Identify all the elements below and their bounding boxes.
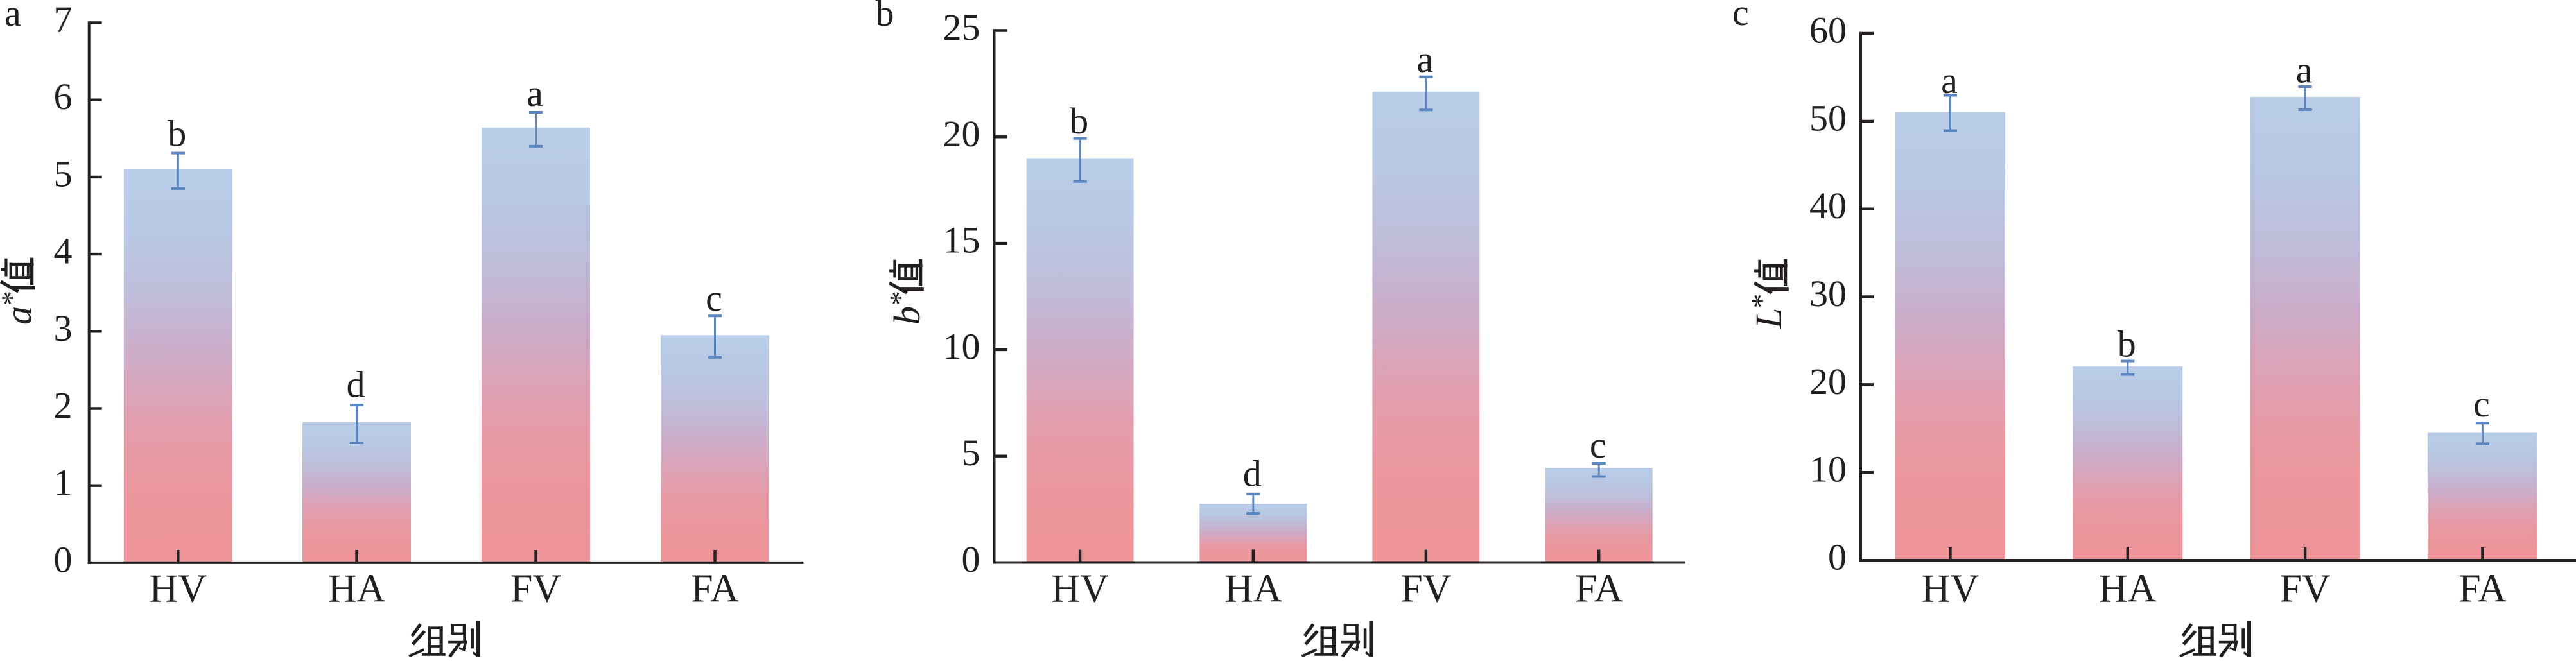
svg-text:5: 5 bbox=[962, 432, 980, 474]
svg-text:a: a bbox=[527, 73, 543, 114]
svg-text:a: a bbox=[1941, 60, 1958, 101]
svg-text:HA: HA bbox=[2099, 567, 2157, 611]
svg-text:HA: HA bbox=[328, 567, 386, 611]
svg-text:6: 6 bbox=[54, 76, 73, 117]
svg-text:0: 0 bbox=[1828, 537, 1847, 578]
svg-text:1: 1 bbox=[54, 461, 73, 503]
svg-text:b: b bbox=[876, 0, 894, 34]
svg-text:FA: FA bbox=[2459, 567, 2507, 611]
svg-text:50: 50 bbox=[1809, 97, 1847, 139]
svg-text:d: d bbox=[347, 364, 365, 406]
svg-text:15: 15 bbox=[943, 219, 980, 261]
svg-text:7: 7 bbox=[54, 0, 73, 40]
svg-text:25: 25 bbox=[943, 6, 980, 48]
svg-text:a: a bbox=[0, 306, 40, 325]
svg-text:b: b bbox=[1070, 100, 1088, 142]
svg-text:2: 2 bbox=[54, 384, 73, 426]
svg-text:30: 30 bbox=[1809, 273, 1847, 314]
svg-text:20: 20 bbox=[943, 113, 980, 155]
svg-text:b: b bbox=[2118, 323, 2136, 365]
svg-text:a: a bbox=[2296, 49, 2313, 91]
svg-text:HV: HV bbox=[1051, 567, 1109, 611]
svg-text:d: d bbox=[1243, 453, 1262, 495]
svg-text:5: 5 bbox=[54, 153, 73, 194]
svg-text:40: 40 bbox=[1809, 185, 1847, 227]
svg-text:60: 60 bbox=[1809, 10, 1847, 51]
svg-text:*: * bbox=[0, 291, 28, 305]
svg-text:b: b bbox=[168, 112, 186, 154]
svg-text:4: 4 bbox=[54, 230, 73, 272]
svg-text:10: 10 bbox=[943, 325, 980, 367]
svg-text:0: 0 bbox=[54, 538, 73, 580]
svg-text:FA: FA bbox=[691, 567, 739, 611]
svg-text:HA: HA bbox=[1224, 567, 1282, 611]
svg-text:c: c bbox=[1590, 424, 1606, 466]
svg-text:0: 0 bbox=[962, 538, 980, 580]
svg-text:20: 20 bbox=[1809, 361, 1847, 402]
svg-text:b: b bbox=[886, 306, 928, 325]
svg-text:a: a bbox=[1417, 39, 1434, 80]
svg-text:3: 3 bbox=[54, 307, 73, 349]
svg-text:FA: FA bbox=[1575, 567, 1623, 611]
svg-text:FV: FV bbox=[2279, 567, 2330, 611]
svg-text:a: a bbox=[4, 0, 21, 34]
svg-text:FV: FV bbox=[510, 567, 561, 611]
svg-text:L: L bbox=[1748, 308, 1789, 329]
svg-text:c: c bbox=[1732, 0, 1749, 33]
svg-text:FV: FV bbox=[1400, 567, 1451, 611]
svg-text:*: * bbox=[883, 291, 916, 305]
svg-text:HV: HV bbox=[150, 567, 207, 611]
svg-text:10: 10 bbox=[1809, 449, 1847, 490]
svg-text:c: c bbox=[2473, 383, 2490, 425]
svg-text:c: c bbox=[706, 277, 722, 319]
svg-text:*: * bbox=[1745, 294, 1778, 309]
svg-text:HV: HV bbox=[1922, 567, 1980, 611]
